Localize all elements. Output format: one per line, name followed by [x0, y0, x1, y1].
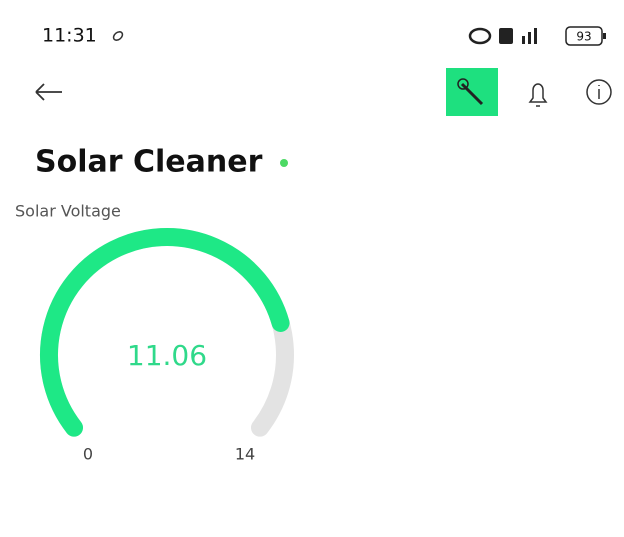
- gauge-value-label: 11.06: [127, 339, 207, 372]
- battery-level: 93: [576, 30, 591, 44]
- gauge-min: 0: [83, 445, 93, 464]
- back-button[interactable]: [35, 83, 62, 101]
- notification-button[interactable]: [528, 83, 548, 107]
- gauge-value: [40, 228, 290, 437]
- online-dot: [280, 159, 288, 167]
- status-time: 11:31: [42, 25, 97, 47]
- info-button[interactable]: [586, 79, 612, 105]
- status-icons: [468, 26, 606, 46]
- link-icon: [112, 31, 124, 41]
- device-title: Solar Cleaner: [35, 145, 263, 180]
- widget-label: Solar Voltage: [15, 202, 121, 221]
- settings-button[interactable]: [446, 68, 498, 116]
- gauge-max: 14: [235, 445, 255, 464]
